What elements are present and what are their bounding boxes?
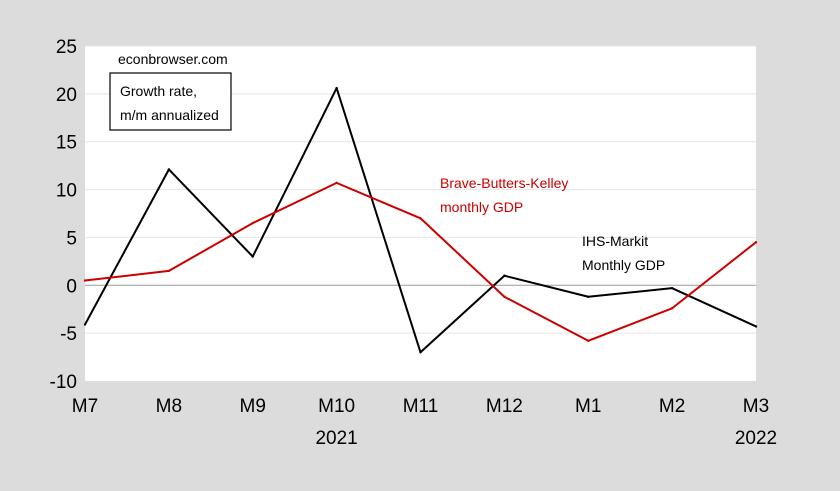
red-series-label-line1: Brave-Butters-Kelley — [440, 175, 568, 191]
year-labels: 2021 2022 — [315, 428, 777, 449]
y-tick-label: 25 — [56, 37, 77, 58]
year-label: 2021 — [315, 428, 357, 449]
x-tick-label: M11 — [403, 396, 439, 417]
y-tick-label: -10 — [50, 372, 77, 393]
x-tick-label: M9 — [240, 396, 266, 417]
annotation-box-line1: Growth rate, — [120, 83, 197, 99]
x-tick-label: M1 — [575, 396, 601, 417]
data-point — [419, 351, 422, 354]
y-tick-label: 15 — [56, 133, 77, 154]
y-axis-ticks: 25 20 15 10 5 0 -5 -10 — [50, 37, 77, 393]
data-point — [754, 241, 758, 244]
red-series-label-line2: monthly GDP — [440, 199, 523, 215]
data-point — [83, 279, 87, 282]
data-point — [503, 274, 506, 277]
data-point — [167, 269, 171, 273]
data-point — [419, 217, 422, 220]
annotation-box — [109, 72, 232, 131]
data-point — [670, 307, 674, 310]
x-axis-ticks: M7 M8 M9 M10 M11 M12 M1 M2 M3 — [72, 396, 769, 417]
series-lines — [83, 86, 758, 354]
data-point — [754, 325, 758, 328]
black-series-label-line1: IHS-Markit — [582, 233, 648, 249]
y-tick-label: 10 — [56, 181, 77, 202]
data-point — [503, 295, 506, 298]
y-tick-label: 5 — [66, 228, 77, 249]
x-tick-label: M10 — [318, 396, 355, 417]
x-tick-label: M7 — [72, 396, 98, 417]
x-tick-label: M3 — [743, 396, 769, 417]
y-tick-label: 20 — [56, 85, 77, 106]
x-tick-label: M2 — [659, 396, 685, 417]
y-tick-label: -5 — [60, 324, 77, 345]
watermark: econbrowser.com — [118, 51, 228, 67]
data-point — [335, 86, 338, 90]
data-point — [251, 255, 254, 258]
black-series-label-line2: Monthly GDP — [582, 257, 665, 273]
data-point — [335, 181, 338, 185]
data-point — [587, 339, 590, 342]
year-label: 2022 — [735, 428, 777, 449]
data-point — [670, 286, 674, 290]
data-point — [167, 168, 171, 171]
data-point — [587, 295, 590, 298]
data-point — [251, 221, 254, 225]
annotation-box-line2: m/m annualized — [120, 107, 219, 123]
x-tick-label: M12 — [486, 396, 523, 417]
y-tick-label: 0 — [66, 276, 77, 297]
x-tick-label: M8 — [156, 396, 182, 417]
data-point — [83, 323, 87, 326]
